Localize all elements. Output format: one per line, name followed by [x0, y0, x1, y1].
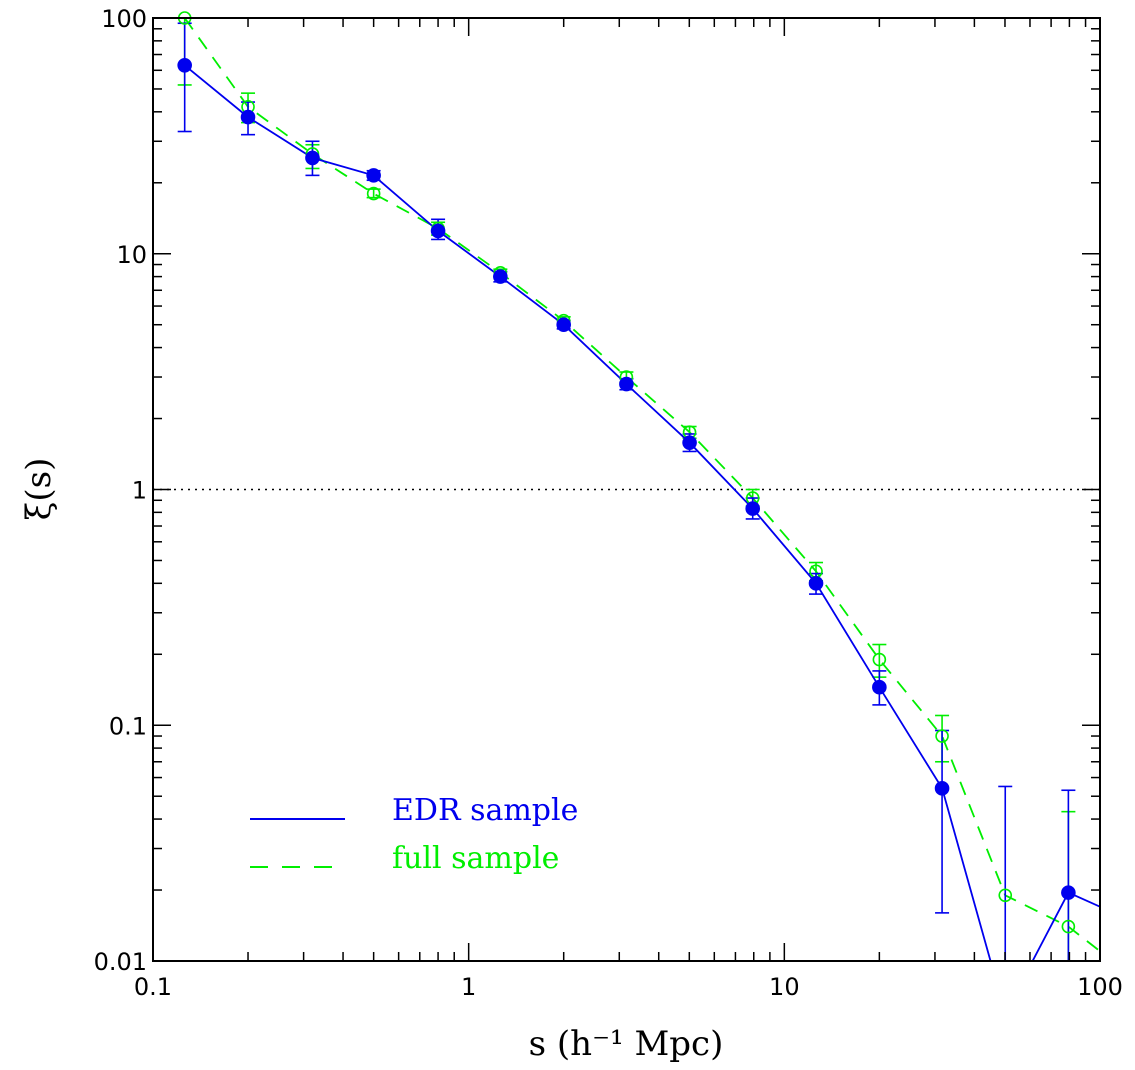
x-tick-label: 100 [1077, 973, 1123, 1001]
y-tick-label: 100 [101, 5, 147, 33]
data-point-full [935, 729, 949, 743]
y-tick-label: 0.01 [94, 948, 147, 976]
y-tick-label: 10 [116, 241, 147, 269]
y-tick-label: 1 [132, 477, 147, 505]
x-tick-label: 1 [461, 973, 476, 1001]
data-point-edr [619, 376, 634, 392]
x-tick-label: 0.1 [134, 973, 172, 1001]
data-point-full [872, 652, 887, 667]
data-point-edr [430, 223, 446, 239]
legend: EDR sample full sample [250, 793, 578, 876]
marker-layer [177, 11, 1076, 934]
data-point-edr [240, 109, 256, 125]
y-tick-label: 0.1 [109, 712, 147, 740]
data-point-edr [366, 168, 381, 183]
data-point-edr [934, 781, 950, 796]
data-point-edr [177, 58, 192, 73]
data-point-full [1061, 919, 1076, 934]
data-point-edr [1061, 885, 1076, 900]
data-point-edr [808, 576, 824, 591]
data-point-edr [305, 150, 320, 166]
y-axis-label: ξ(s) [19, 458, 59, 521]
x-axis-label: s (h⁻¹ Mpc) [529, 1024, 724, 1064]
legend-label-full: full sample [392, 841, 559, 876]
data-point-edr [872, 679, 887, 695]
data-point-edr [493, 269, 508, 284]
data-point-edr [556, 317, 571, 333]
data-point-edr [682, 435, 697, 450]
data-layer [177, 18, 1100, 961]
data-point-full [366, 186, 381, 201]
legend-label-edr: EDR sample [392, 793, 578, 828]
tick-layer [152, 17, 1101, 962]
series-line-full [183, 18, 1100, 952]
data-point-edr [745, 501, 761, 516]
series-line-edr [184, 64, 1100, 961]
x-tick-label: 10 [769, 973, 800, 1001]
data-point-full [998, 888, 1013, 903]
